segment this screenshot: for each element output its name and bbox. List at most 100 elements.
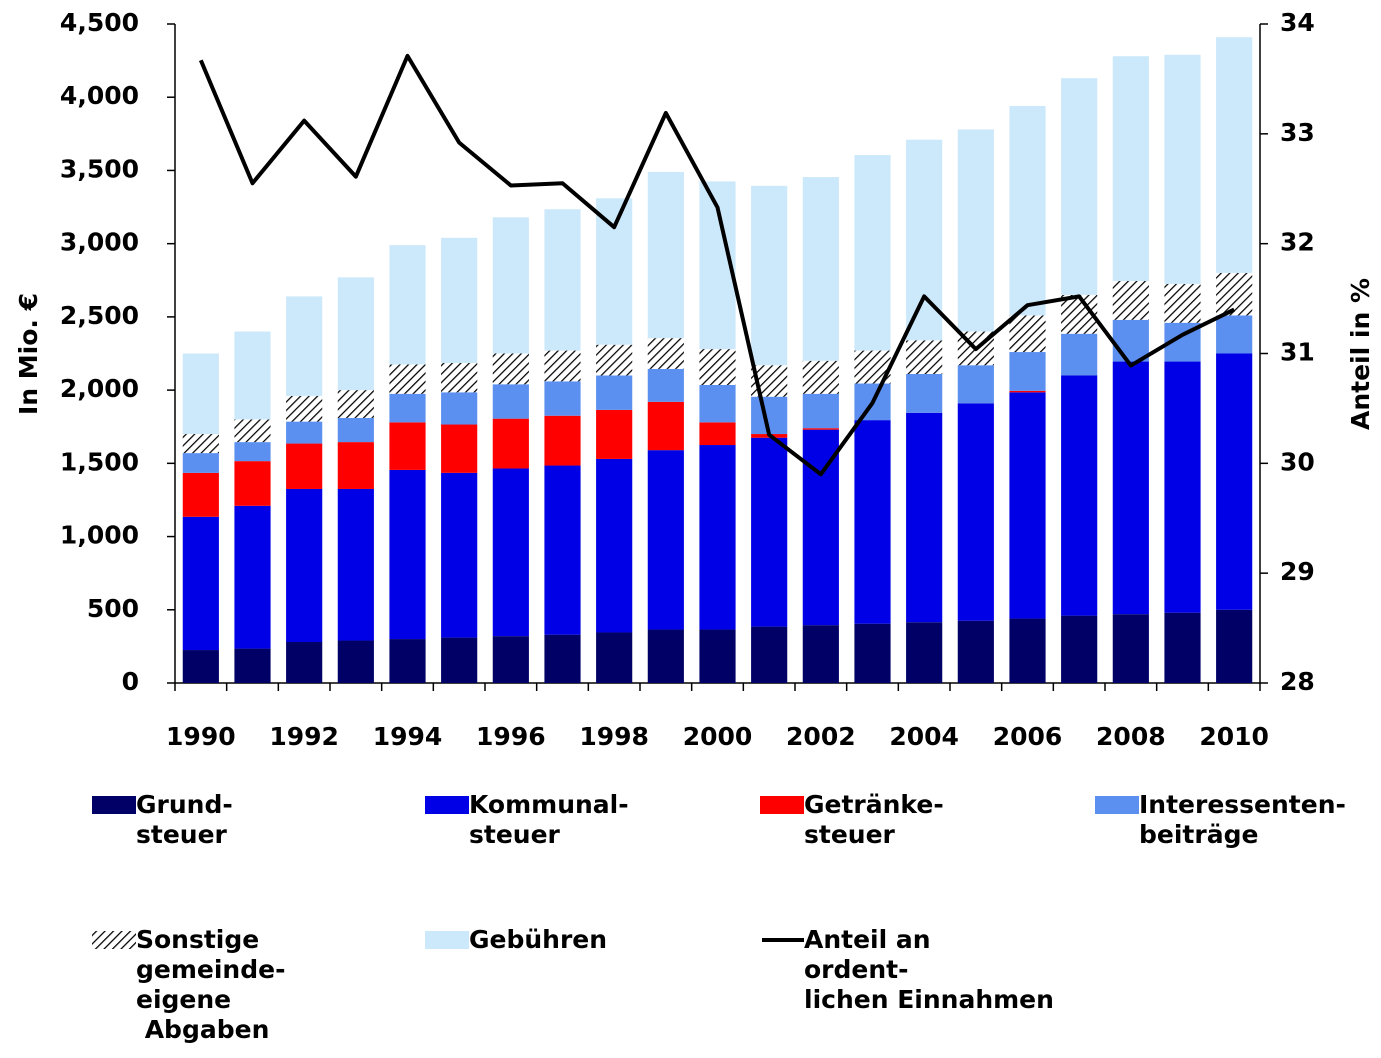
y-tick-label: 500 xyxy=(87,594,139,623)
bar xyxy=(182,472,219,517)
bar xyxy=(957,620,994,683)
bar xyxy=(286,443,323,489)
x-tick-label: 2006 xyxy=(993,722,1063,751)
y2-tick-label: 28 xyxy=(1280,667,1315,696)
bar xyxy=(544,381,581,416)
bar xyxy=(1009,315,1046,353)
bar xyxy=(234,648,271,683)
bar xyxy=(647,171,684,339)
bar xyxy=(596,409,633,459)
bar xyxy=(441,363,478,393)
bar xyxy=(389,469,426,640)
bar xyxy=(699,629,736,683)
bar xyxy=(441,237,478,364)
bar xyxy=(802,360,839,394)
legend-swatch xyxy=(425,931,469,949)
bar xyxy=(1112,281,1149,320)
bar xyxy=(337,488,374,641)
bar xyxy=(1009,352,1046,391)
bar xyxy=(699,445,736,630)
bar xyxy=(492,384,529,419)
legend-label: Gebühren xyxy=(469,925,608,954)
bar xyxy=(647,338,684,369)
bar xyxy=(1009,106,1046,316)
bar xyxy=(389,393,426,423)
bar xyxy=(699,422,736,446)
bar xyxy=(596,198,633,345)
legend-label: Sonstige gemeinde- eigene Abgaben xyxy=(136,925,286,1044)
bar xyxy=(492,217,529,354)
legend-swatch xyxy=(92,796,136,814)
bar xyxy=(1112,319,1149,362)
bar xyxy=(647,629,684,683)
bar xyxy=(234,505,271,649)
bar xyxy=(1164,54,1201,284)
legend-swatch xyxy=(92,931,136,949)
x-tick-label: 2002 xyxy=(786,722,856,751)
bar xyxy=(699,384,736,423)
bar xyxy=(802,429,839,626)
bar xyxy=(544,465,581,635)
bar xyxy=(957,403,994,621)
y2-tick-label: 31 xyxy=(1280,338,1315,367)
bar xyxy=(182,353,219,435)
bar xyxy=(441,637,478,683)
bar xyxy=(234,442,271,462)
legend-label: Getränke- steuer xyxy=(804,790,944,849)
bar xyxy=(854,420,891,624)
bar xyxy=(1061,78,1098,295)
bar xyxy=(182,453,219,473)
y-tick-label: 1,000 xyxy=(60,521,139,550)
x-tick-label: 1994 xyxy=(373,722,443,751)
bar xyxy=(699,349,736,385)
bar xyxy=(492,353,529,385)
y2-axis-title: Anteil in % xyxy=(1346,278,1375,430)
bar xyxy=(957,129,994,332)
bar xyxy=(1061,333,1098,376)
bar xyxy=(544,415,581,466)
x-tick-label: 2008 xyxy=(1096,722,1166,751)
bar xyxy=(234,331,271,420)
bar xyxy=(337,640,374,683)
bar xyxy=(802,428,839,430)
y-tick-label: 3,000 xyxy=(60,228,139,257)
bar xyxy=(647,368,684,402)
bar xyxy=(337,442,374,489)
bar xyxy=(751,185,788,366)
bar xyxy=(234,461,271,506)
bar xyxy=(441,472,478,638)
bar xyxy=(1216,353,1253,610)
bar xyxy=(751,626,788,683)
bar xyxy=(1216,37,1253,273)
x-tick-label: 1992 xyxy=(269,722,339,751)
bar xyxy=(286,395,323,422)
bar xyxy=(1216,609,1253,683)
legend-label: Kommunal- steuer xyxy=(469,790,629,849)
y-tick-label: 4,000 xyxy=(60,81,139,110)
bar xyxy=(1009,392,1046,619)
bar xyxy=(596,375,633,410)
y2-tick-label: 29 xyxy=(1280,557,1315,586)
bar xyxy=(286,488,323,642)
bar xyxy=(1164,283,1201,323)
bar xyxy=(1009,390,1046,393)
bar xyxy=(802,177,839,361)
y-tick-label: 3,500 xyxy=(60,154,139,183)
x-tick-label: 1998 xyxy=(579,722,649,751)
bar xyxy=(647,450,684,630)
bar xyxy=(802,625,839,683)
bar xyxy=(1061,375,1098,616)
bar xyxy=(286,421,323,444)
bar xyxy=(1164,612,1201,683)
bar xyxy=(337,390,374,418)
bar xyxy=(596,344,633,376)
legend-swatch xyxy=(425,796,469,814)
bar xyxy=(389,364,426,394)
bar xyxy=(906,374,943,413)
bar xyxy=(1112,361,1149,615)
x-tick-label: 2004 xyxy=(889,722,959,751)
bar xyxy=(1216,272,1253,316)
bar xyxy=(492,468,529,637)
